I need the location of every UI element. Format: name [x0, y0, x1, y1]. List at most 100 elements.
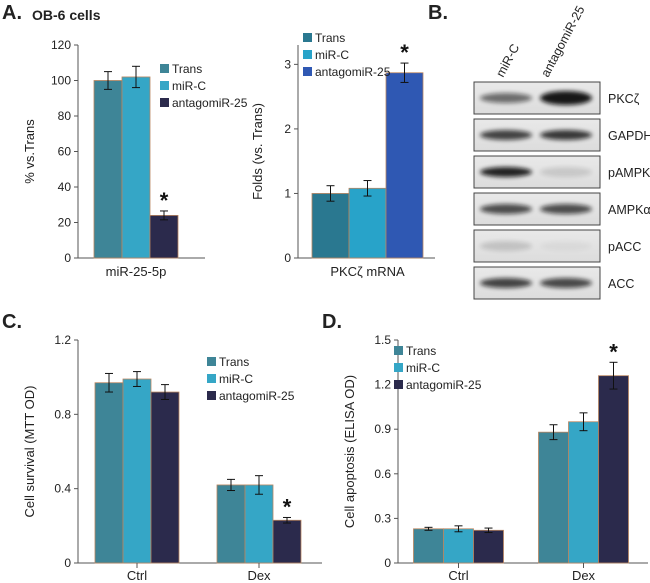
y-axis-label: Cell survival (MTT OD) — [22, 386, 37, 518]
y-tick-label: 0.9 — [374, 422, 391, 436]
y-tick-label: 0.4 — [54, 482, 71, 496]
blot-band — [480, 278, 532, 288]
bar-antagomir-25-pkc-mrna — [385, 72, 424, 259]
blot-row: AMPKα — [473, 192, 650, 226]
significance-star: * — [283, 494, 292, 519]
blot-band — [540, 91, 592, 105]
bar-trans-dex — [538, 431, 569, 564]
blot-row: PKCζ — [473, 81, 640, 115]
y-tick-label: 80 — [58, 109, 72, 123]
blot-row-label: PKCζ — [608, 92, 640, 106]
panel-letter-c: C. — [2, 311, 22, 333]
legend-label: antagomiR-25 — [315, 65, 391, 79]
bar-antagomir-25-mir-25-5p — [149, 214, 179, 259]
chart-cell-apoptosis: 0 0.3 0.6 0.9 1.2 1.5 Cell apoptosis (ELISA OD… — [342, 333, 648, 583]
blot-band — [480, 167, 532, 177]
panel-letter-d: D. — [322, 311, 342, 333]
legend-swatch — [207, 374, 216, 383]
blot-band — [540, 278, 592, 288]
blot-band — [540, 204, 592, 214]
x-category-label: PKCζ mRNA — [330, 264, 405, 279]
blot-row-label: pACC — [608, 240, 641, 254]
x-category-label: Ctrl — [127, 568, 147, 583]
legend-label: miR-C — [406, 361, 440, 375]
y-tick-label: 0.6 — [374, 467, 391, 481]
x-category-label: Dex — [572, 568, 596, 583]
legend-swatch — [303, 50, 312, 59]
y-tick-label: 0 — [284, 251, 291, 265]
legend-swatch — [160, 98, 169, 107]
y-tick-label: 0 — [64, 251, 71, 265]
legend-label: antagomiR-25 — [219, 389, 295, 403]
blot-band — [480, 93, 532, 103]
y-tick-label: 120 — [51, 38, 71, 52]
legend-swatch — [207, 391, 216, 400]
y-tick-label: 1.2 — [54, 333, 71, 347]
legend-swatch — [394, 363, 403, 372]
legend-label: antagomiR-25 — [406, 378, 482, 392]
y-tick-label: 60 — [58, 145, 72, 159]
y-axis-label: % vs.Trans — [22, 119, 37, 184]
panel-letter-b: B. — [428, 2, 448, 24]
y-tick-label: 1.2 — [374, 378, 391, 392]
y-tick-label: 0 — [384, 556, 391, 570]
x-category-label: Ctrl — [448, 568, 468, 583]
bar-mir-c-ctrl — [443, 528, 474, 564]
bar-mir-c-pkc-mrna — [348, 187, 387, 259]
legend-swatch — [160, 81, 169, 90]
bar-mir-c-dex — [568, 421, 599, 564]
legend-swatch — [160, 64, 169, 73]
legend-label: miR-C — [315, 48, 349, 62]
blot-row-label: pAMPKα — [608, 166, 650, 180]
legend-label: Trans — [219, 355, 249, 369]
legend-label: Trans — [172, 62, 202, 76]
blot-band — [540, 167, 592, 177]
blot-row-label: AMPKα — [608, 203, 650, 217]
blot-row: ACC — [473, 266, 634, 300]
blot-row: pACC — [473, 229, 641, 263]
bar-antagomir-25-dex — [272, 519, 302, 564]
x-category-label: miR-25-5p — [106, 264, 167, 279]
legend-swatch — [394, 346, 403, 355]
legend-swatch — [303, 67, 312, 76]
chart-pkcz-mrna: 0 1 2 3 Folds (vs. Trans) * PKCζ mRNA Trans miR-… — [250, 31, 435, 279]
chart-mir25-expression: 0 20 40 60 80 100 120 % vs.Trans * miR-25-5p Trans… — [22, 38, 248, 279]
bar-trans-ctrl — [413, 528, 444, 564]
blot-band — [480, 241, 532, 251]
blot-band — [540, 130, 592, 140]
y-tick-label: 100 — [51, 74, 71, 88]
blot-lane-label-mir-c: miR-C — [493, 42, 522, 80]
significance-star: * — [609, 339, 618, 364]
chart-cell-survival: 0 0.4 0.8 1.2 Cell survival (MTT OD) Ctrl * Dex… — [22, 333, 322, 583]
bar-antagomir-25-ctrl — [473, 529, 504, 564]
bar-mir-c-ctrl — [122, 378, 152, 564]
blot-lane-label-antagomir-25: antagomiR-25 — [538, 3, 587, 79]
legend-label: miR-C — [219, 372, 253, 386]
western-blot: miR-C antagomiR-25 PKCζ GAPDH pAMPKα AMPKα p… — [473, 3, 650, 300]
legend-swatch — [207, 357, 216, 366]
y-tick-label: 3 — [284, 57, 291, 71]
y-tick-label: 0 — [64, 556, 71, 570]
significance-star: * — [160, 188, 169, 213]
blot-row-label: GAPDH — [608, 129, 650, 143]
panel-letter-a: A. — [2, 2, 22, 24]
bar-trans-pkc-mrna — [311, 193, 350, 259]
bar-mir-c-dex — [244, 484, 274, 564]
legend-label: Trans — [315, 31, 345, 45]
legend-label: antagomiR-25 — [172, 96, 248, 110]
bar-trans-ctrl — [94, 382, 124, 564]
bar-antagomir-25-dex — [598, 375, 629, 564]
significance-star: * — [400, 40, 409, 65]
blot-row-label: ACC — [608, 277, 634, 291]
cell-line-label: OB-6 cells — [32, 7, 101, 23]
y-tick-label: 0.8 — [54, 407, 71, 421]
y-axis-label: Folds (vs. Trans) — [250, 103, 265, 200]
bar-mir-c-mir-25-5p — [121, 76, 151, 259]
y-tick-label: 1.5 — [374, 333, 391, 347]
legend-swatch — [303, 33, 312, 42]
y-tick-label: 20 — [58, 216, 72, 230]
y-axis-label: Cell apoptosis (ELISA OD) — [342, 375, 357, 528]
bar-trans-mir-25-5p — [93, 80, 123, 259]
legend-label: miR-C — [172, 79, 206, 93]
